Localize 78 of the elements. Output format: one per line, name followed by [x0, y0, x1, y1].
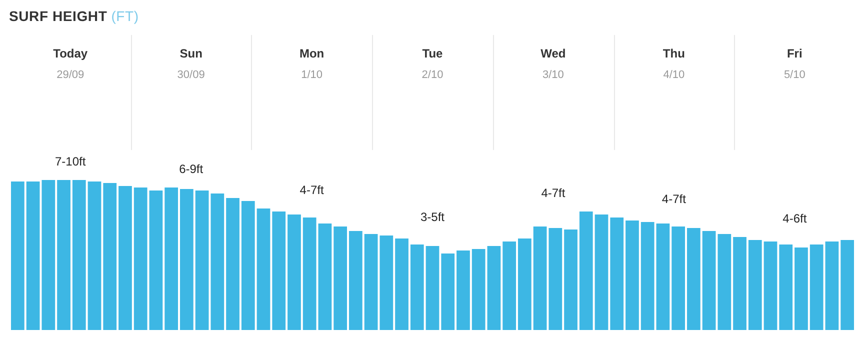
bar: [748, 240, 762, 330]
bar: [779, 244, 793, 330]
bar: [656, 224, 670, 330]
bar: [349, 231, 362, 330]
bar: [410, 244, 424, 330]
annotation: 4-7ft: [662, 192, 687, 206]
bar: [72, 180, 86, 330]
text: 5/10: [784, 69, 806, 82]
bar: [302, 218, 316, 330]
text: 4/10: [663, 69, 685, 82]
bar: [149, 190, 163, 330]
text: 1/10: [301, 69, 322, 82]
text: Fri: [786, 46, 802, 60]
bar: [594, 214, 608, 330]
bar: [195, 190, 209, 330]
text: 7-10ft: [55, 154, 86, 168]
bar: [11, 182, 24, 330]
bar: [118, 186, 132, 330]
bar: [318, 224, 332, 330]
bar: [210, 194, 224, 330]
text: 6-9ft: [179, 162, 204, 176]
text: Mon: [299, 46, 324, 60]
annotation: 4-6ft: [782, 211, 808, 226]
bar: [256, 208, 270, 330]
annotation: 4-7ft: [541, 186, 566, 200]
bar: [733, 237, 746, 330]
bar: [180, 189, 194, 330]
bar: [794, 248, 808, 330]
bar: [226, 198, 240, 330]
text: Sun: [180, 46, 202, 60]
text: 2/10: [422, 69, 444, 82]
bar: [840, 240, 854, 330]
bar: [548, 228, 562, 330]
bar: [626, 220, 639, 330]
bar: [640, 222, 654, 330]
text: Thu: [662, 46, 685, 60]
annotation: 4-7ft: [300, 182, 324, 197]
bar: [26, 182, 40, 330]
bar: [334, 226, 347, 330]
bar: [718, 234, 732, 330]
bar: [825, 242, 839, 330]
bar: [810, 244, 824, 330]
bar: [164, 188, 178, 330]
bar: [579, 212, 593, 330]
text: Wed: [540, 46, 566, 60]
text: 3/10: [542, 69, 564, 82]
bar: [472, 249, 486, 330]
bar: [764, 242, 778, 330]
text: 30/09: [177, 69, 205, 82]
text: Today: [53, 46, 88, 60]
bar: [672, 226, 685, 330]
bar: [57, 180, 70, 330]
bar: [502, 242, 516, 330]
bar: [88, 182, 102, 330]
bar: [288, 214, 301, 330]
chart-subtitle: (FT): [111, 8, 139, 24]
bar: [42, 180, 56, 330]
bar: [134, 188, 148, 330]
bar: [564, 230, 578, 330]
bar: [687, 228, 700, 330]
text: 29/09: [56, 69, 84, 82]
bar: [702, 231, 716, 330]
bar: [518, 238, 532, 330]
bar: [441, 254, 455, 330]
bar: [533, 226, 547, 330]
bar: [272, 212, 286, 330]
bar: [380, 236, 394, 330]
bar: [487, 246, 501, 330]
bar: [364, 234, 378, 330]
bar: [610, 218, 624, 330]
bar: [456, 250, 470, 330]
bar: [426, 246, 440, 330]
bar: [241, 201, 255, 330]
bar: [395, 238, 408, 330]
text: Tue: [422, 46, 444, 60]
annotation: 3-5ft: [420, 210, 446, 224]
chart-title: SURF HEIGHT: [9, 8, 108, 24]
bar: [103, 183, 117, 330]
